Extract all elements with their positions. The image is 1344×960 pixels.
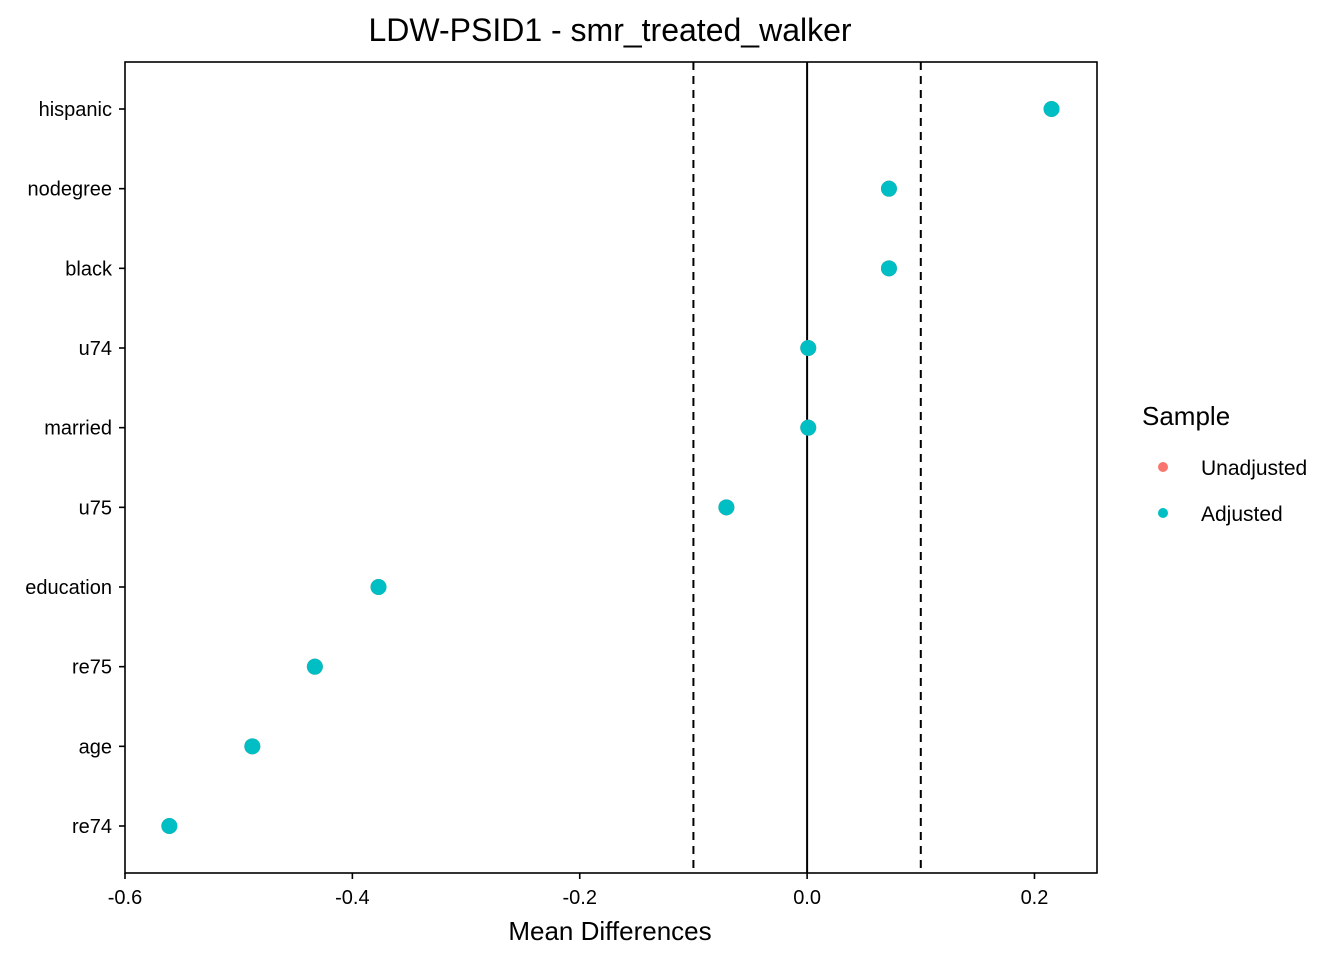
x-tick-label-4: 0.2 [1021,887,1049,909]
point-adjusted-hispanic [1043,101,1060,117]
chart-title: LDW-PSID1 - smr_treated_walker [368,12,851,48]
x-axis-title: Mean Differences [508,916,711,946]
x-tick-label-1: -0.4 [335,887,369,909]
point-adjusted-re74 [161,818,178,834]
y-tick-label-u74: u74 [79,338,112,360]
y-tick-label-re75: re75 [72,657,112,679]
y-tick-label-u75: u75 [79,497,112,519]
point-adjusted-re75 [306,658,323,675]
panel-border [124,61,1098,874]
point-adjusted-u74 [800,340,817,356]
y-tick-label-re74: re74 [72,816,112,838]
y-axis: hispanic nodegree black u74 married u75 educat… [25,99,125,838]
y-tick-label-nodegree: nodegree [27,179,112,201]
y-tick-label-married: married [44,418,112,440]
point-adjusted-age [244,738,261,755]
point-adjusted-u75 [718,499,735,516]
legend-label-unadjusted: Unadjusted [1201,457,1307,480]
x-tick-label-3: 0.0 [793,887,821,909]
x-axis: -0.6 -0.4 -0.2 0.0 0.2 [108,873,1049,909]
point-adjusted-black [880,260,897,277]
y-tick-label-black: black [65,258,113,280]
legend-title: Sample [1142,401,1230,431]
legend-label-adjusted: Adjusted [1201,503,1283,526]
legend-key-adjusted [1158,508,1168,518]
x-tick-label-0: -0.6 [108,887,142,909]
point-adjusted-married [800,419,817,436]
x-tick-label-2: -0.2 [563,887,597,909]
y-tick-label-education: education [25,577,112,599]
point-adjusted-nodegree [880,180,897,197]
plot-area [161,62,1060,873]
point-adjusted-education [370,579,387,595]
y-tick-label-hispanic: hispanic [39,99,112,121]
y-tick-label-age: age [79,736,112,758]
legend: Sample Unadjusted Adjusted [1142,401,1307,526]
legend-key-unadjusted [1158,462,1168,472]
